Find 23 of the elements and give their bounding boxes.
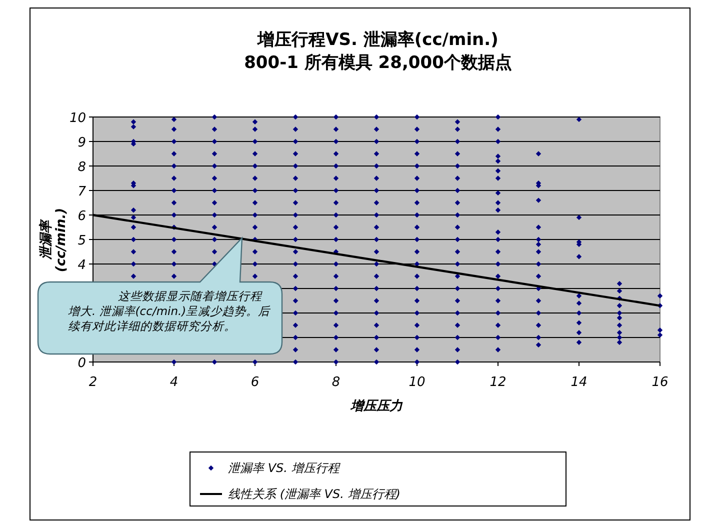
y-tick-label: 7 <box>78 184 87 200</box>
x-tick-label: 10 <box>408 375 426 390</box>
x-tick-label: 12 <box>490 375 506 390</box>
x-tick-label: 4 <box>170 375 178 390</box>
x-tick-label: 8 <box>332 375 340 390</box>
legend-label: 泄漏率 VS. 增压行程 <box>228 461 340 475</box>
y-axis-title: 泄漏率 (cc/min.) <box>38 208 69 272</box>
y-tick-label: 6 <box>78 209 86 224</box>
x-tick-label: 2 <box>88 375 98 390</box>
chart-title: 增压行程VS. 泄漏率(cc/min.) <box>256 30 498 50</box>
y-tick-label: 10 <box>69 111 86 126</box>
x-axis-title: 增压压力 <box>350 399 404 414</box>
annotation: 这些数据显示随着增压行程增大. 泄漏率(cc/min.)呈减少趋势。后续有对此详细的数据研究分析。 <box>68 289 272 333</box>
y-tick-label: 0 <box>78 356 86 371</box>
x-tick-label: 14 <box>570 375 588 390</box>
y-tick-label: 9 <box>78 136 86 150</box>
chart-subtitle: 800-1 所有模具 28,000个数据点 <box>244 53 512 73</box>
x-tick-label: 6 <box>250 375 260 390</box>
legend-label: 线性关系 (泄漏率 VS. 增压行程) <box>228 487 400 501</box>
y-tick-label: 5 <box>78 234 86 248</box>
y-tick-label: 4 <box>78 258 86 273</box>
y-tick-label: 8 <box>78 160 86 175</box>
x-tick-label: 16 <box>652 375 668 390</box>
